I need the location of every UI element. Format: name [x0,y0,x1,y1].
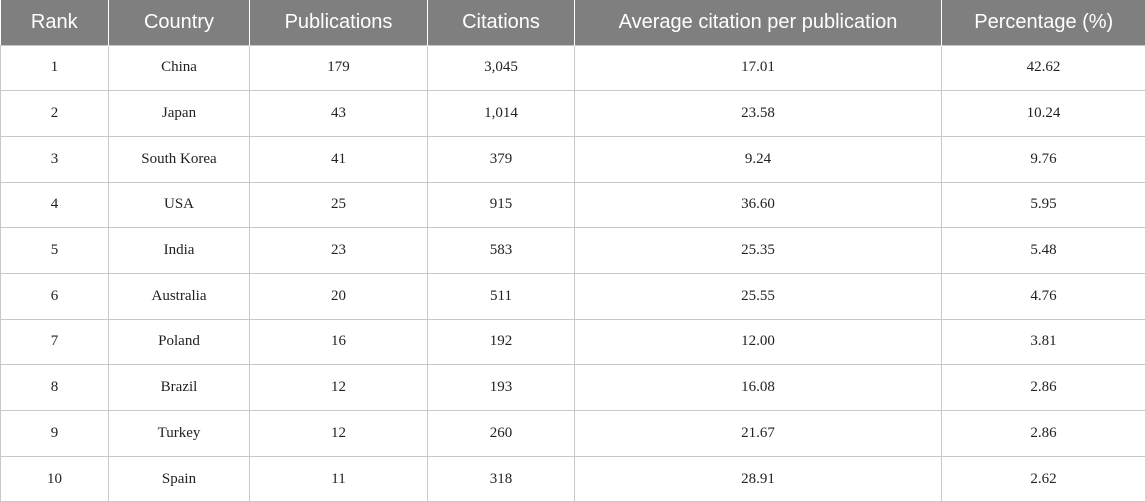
cell-country: Poland [108,318,250,366]
cell-percentage: 5.48 [941,227,1145,274]
cell-rank: 7 [0,318,109,366]
cell-percentage: 3.81 [941,318,1145,366]
cell-publications: 20 [249,272,428,320]
cell-percentage: 5.95 [941,181,1145,229]
cell-publications: 43 [249,90,428,137]
cell-citations: 192 [427,318,575,366]
cell-percentage: 9.76 [941,135,1145,183]
cell-citations: 511 [427,272,575,320]
cell-publications: 25 [249,181,428,229]
cell-rank: 2 [0,90,109,137]
cell-percentage: 2.62 [941,455,1145,502]
cell-rank: 10 [0,455,109,502]
header-rank: Rank [30,10,78,33]
cell-rank: 9 [0,410,109,457]
table-row: 7 Poland 16 192 12.00 3.81 [0,318,1145,366]
table-row: 10 Spain 11 318 28.91 2.62 [0,455,1145,502]
table-row: 3 South Korea 41 379 9.24 9.76 [0,135,1145,183]
cell-citations: 1,014 [427,90,575,137]
cell-citations: 193 [427,364,575,411]
table-row: 2 Japan 43 1,014 23.58 10.24 [0,90,1145,137]
cell-percentage: 2.86 [941,410,1145,457]
cell-average-citation: 23.58 [574,90,942,137]
cell-average-citation: 17.01 [574,44,942,92]
table-row: 5 India 23 583 25.35 5.48 [0,227,1145,274]
cell-country: China [108,44,250,92]
cell-publications: 23 [249,227,428,274]
cell-country: Spain [108,455,250,502]
cell-country: USA [108,181,250,229]
cell-average-citation: 25.35 [574,227,942,274]
cell-average-citation: 9.24 [574,135,942,183]
cell-percentage: 10.24 [941,90,1145,137]
cell-citations: 379 [427,135,575,183]
cell-percentage: 42.62 [941,44,1145,92]
cell-rank: 3 [0,135,109,183]
cell-rank: 8 [0,364,109,411]
header-average-citation: Average citation per publication [574,0,942,45]
header-percentage: Percentage (%) [941,0,1145,45]
cell-average-citation: 21.67 [574,410,942,457]
cell-publications: 12 [249,410,428,457]
header-publications: Publications [249,0,428,45]
table-row: 4 USA 25 915 36.60 5.95 [0,181,1145,229]
cell-average-citation: 12.00 [574,318,942,366]
cell-citations: 583 [427,227,575,274]
cell-publications: 12 [249,364,428,411]
cell-country: Japan [108,90,250,137]
cell-country: Turkey [108,410,250,457]
cell-citations: 260 [427,410,575,457]
cell-average-citation: 16.08 [574,364,942,411]
cell-average-citation: 36.60 [574,181,942,229]
cell-publications: 41 [249,135,428,183]
header-country: Country [108,0,250,45]
cell-percentage: 2.86 [941,364,1145,411]
cell-rank: 4 [0,181,109,229]
cell-country: South Korea [108,135,250,183]
cell-citations: 915 [427,181,575,229]
cell-publications: 179 [249,44,428,92]
cell-publications: 16 [249,318,428,366]
cell-country: Brazil [108,364,250,411]
table-body: 1 China 179 3,045 17.01 42.62 2 Japan 43… [0,44,1145,502]
table-row: 8 Brazil 12 193 16.08 2.86 [0,364,1145,411]
table-row: 6 Australia 20 511 25.55 4.76 [0,272,1145,320]
cell-citations: 3,045 [427,44,575,92]
cell-country: Australia [108,272,250,320]
cell-rank: 1 [0,44,109,92]
header-citations: Citations [427,0,575,45]
cell-publications: 11 [249,455,428,502]
table-row: 9 Turkey 12 260 21.67 2.86 [0,410,1145,457]
cell-citations: 318 [427,455,575,502]
cell-rank: 6 [0,272,109,320]
cell-average-citation: 28.91 [574,455,942,502]
cell-percentage: 4.76 [941,272,1145,320]
cell-average-citation: 25.55 [574,272,942,320]
table-header: Rank Country Publications Citations Aver… [0,0,1145,45]
cell-rank: 5 [0,227,109,274]
cell-country: India [108,227,250,274]
header-row: Rank Country Publications Citations Aver… [0,0,1145,45]
table-row: 1 China 179 3,045 17.01 42.62 [0,44,1145,92]
